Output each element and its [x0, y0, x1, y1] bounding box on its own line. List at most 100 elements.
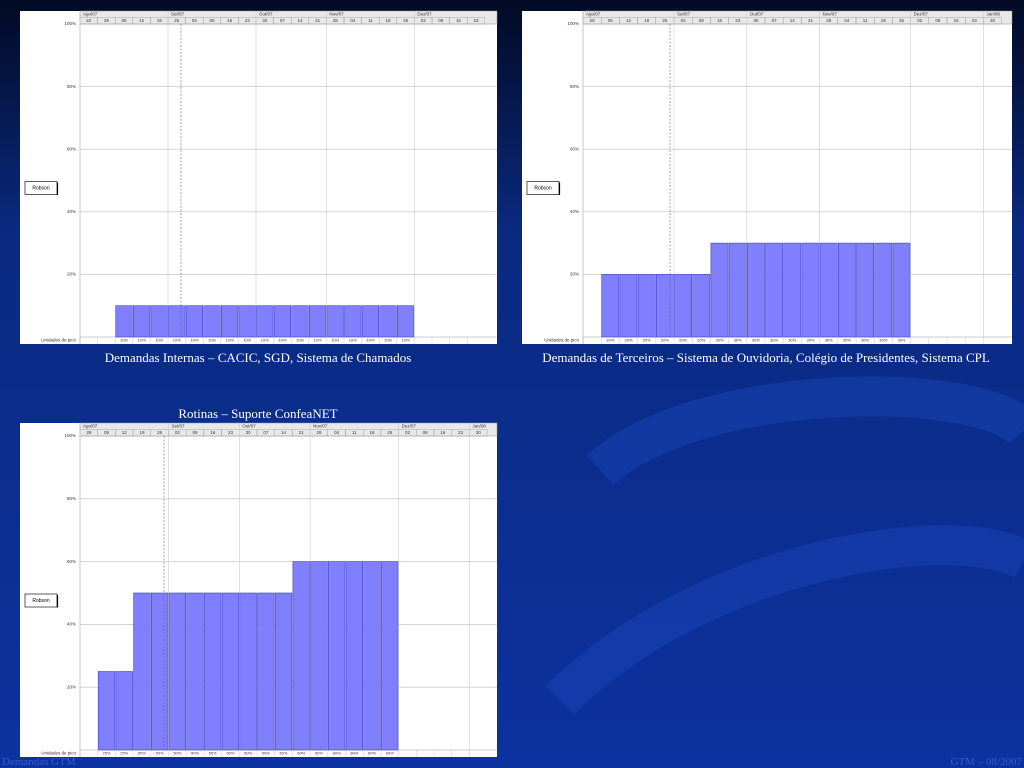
row-label: Unidades de pico: [41, 751, 76, 756]
x-tick-label: 05: [104, 430, 110, 435]
bar: [874, 242, 893, 338]
y-tick-label: 60%: [67, 146, 76, 151]
month-label: Out/07: [242, 424, 256, 429]
x-tick-label: 12: [626, 18, 632, 23]
x-tick-label: 19: [644, 18, 650, 23]
month-label: Set/07: [171, 12, 185, 17]
caption: Demandas de Terceiros – Sistema de Ouvid…: [542, 350, 990, 365]
bar: [308, 305, 327, 338]
bar: [345, 561, 364, 751]
value-label: 30%: [734, 338, 742, 343]
x-tick-label: 21: [299, 430, 305, 435]
bar: [115, 671, 133, 751]
bar: [344, 305, 362, 338]
value-label: 10%: [190, 338, 198, 343]
value-label: 10%: [261, 338, 269, 343]
bar: [746, 242, 765, 338]
bar: [291, 305, 309, 338]
bar: [221, 305, 239, 338]
x-tick-label: 09: [935, 18, 941, 23]
value-label: 60%: [315, 751, 323, 756]
x-tick-label: 18: [385, 18, 391, 23]
month-label: Nov/07: [823, 12, 838, 17]
value-label: 30%: [843, 338, 851, 343]
value-label: 50%: [262, 751, 270, 756]
value-label: 50%: [156, 751, 164, 756]
decor: [545, 376, 1024, 715]
x-tick-label: 14: [790, 18, 796, 23]
x-tick-label: 09: [209, 18, 215, 23]
x-tick-label: 14: [281, 430, 287, 435]
x-tick-label: 25: [899, 18, 905, 23]
x-tick-label: 28: [333, 18, 339, 23]
y-tick-label: 20%: [67, 684, 76, 689]
value-label: 50%: [244, 751, 252, 756]
x-tick-label: 29: [104, 18, 110, 23]
value-label: 30%: [897, 338, 905, 343]
x-tick-label: 16: [717, 18, 723, 23]
x-tick-label: 09: [193, 430, 199, 435]
month-label: Ago/07: [83, 424, 98, 429]
bar: [204, 592, 222, 751]
value-label: 10%: [208, 338, 216, 343]
x-tick-label: 12: [122, 430, 128, 435]
x-tick-label: 12: [139, 18, 145, 23]
y-tick-label: 40%: [67, 622, 76, 627]
x-tick-label: 26: [174, 18, 180, 23]
value-label: 30%: [806, 338, 814, 343]
month-label: Jan/08: [472, 424, 486, 429]
x-tick-label: 30: [476, 430, 482, 435]
bar: [292, 561, 310, 751]
x-tick-label: 05: [608, 18, 614, 23]
y-tick-label: 60%: [67, 559, 76, 564]
bar: [115, 305, 133, 338]
bar: [133, 592, 151, 751]
bar: [674, 274, 693, 338]
month-label: Out/07: [750, 12, 764, 17]
value-label: 50%: [226, 751, 234, 756]
y-tick-label: 80%: [67, 496, 76, 501]
bar: [327, 561, 346, 751]
y-tick-label: 40%: [67, 209, 76, 214]
bar: [97, 671, 116, 751]
month-label: Nov/07: [329, 12, 344, 17]
x-tick-label: 23: [228, 430, 234, 435]
x-tick-label: 22: [86, 18, 92, 23]
x-tick-label: 25: [403, 18, 409, 23]
x-tick-label: 11: [368, 18, 373, 23]
value-label: 20%: [606, 338, 614, 343]
x-tick-label: 21: [315, 18, 321, 23]
x-tick-label: 09: [423, 430, 429, 435]
y-tick-label: 100%: [567, 21, 579, 26]
value-label: 30%: [715, 338, 723, 343]
y-tick-label: 80%: [570, 84, 579, 89]
x-tick-label: 16: [210, 430, 216, 435]
footer-right: GTM – 08/2007: [950, 756, 1023, 768]
value-label: 10%: [278, 338, 286, 343]
bar: [710, 242, 729, 338]
value-label: 30%: [861, 338, 869, 343]
x-tick-label: 16: [456, 18, 462, 23]
y-tick-label: 20%: [67, 272, 76, 277]
x-tick-label: 11: [352, 430, 357, 435]
value-label: 10%: [366, 338, 374, 343]
bar: [728, 242, 747, 338]
bar: [856, 242, 875, 338]
bar: [150, 305, 168, 338]
value-label: 10%: [384, 338, 392, 343]
x-tick-label: 28: [316, 430, 322, 435]
bar: [256, 305, 274, 338]
value-label: 10%: [173, 338, 181, 343]
y-tick-label: 40%: [570, 209, 579, 214]
value-label: 50%: [138, 751, 146, 756]
chart-bg: [20, 11, 497, 344]
y-tick-label: 100%: [64, 21, 76, 26]
bar: [655, 274, 674, 338]
bar: [379, 305, 397, 338]
value-label: 20%: [661, 338, 669, 343]
value-label: 10%: [155, 338, 163, 343]
value-label: 60%: [386, 751, 394, 756]
bar: [381, 561, 399, 751]
